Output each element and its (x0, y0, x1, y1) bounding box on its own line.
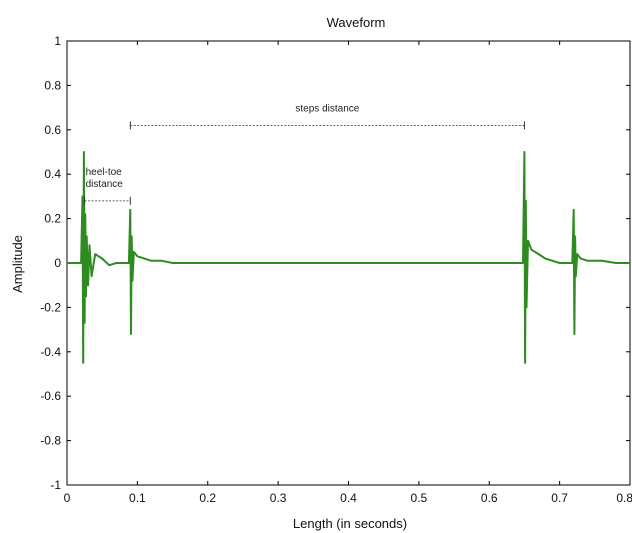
x-tick-label: 0 (64, 491, 71, 505)
x-axis-label: Length (in seconds) (293, 516, 407, 531)
waveform-line (67, 151, 630, 364)
y-tick-label: 1 (54, 34, 61, 48)
plot-area: 10.80.60.40.20-0.2-0.4-0.6-0.8-10 0.1 0.2 0… (40, 34, 632, 505)
x-tick-label: 0.3 (270, 491, 287, 505)
y-tick-label: 0.4 (44, 167, 61, 181)
y-tick-label: -1 (50, 478, 61, 492)
annotation-label: steps distance (295, 103, 359, 114)
y-tick-label: -0.8 (40, 434, 61, 448)
x-tick-label: 0.7 (551, 491, 568, 505)
x-tick-label: 0.8 (616, 491, 632, 505)
y-tick-label: -0.6 (40, 389, 61, 403)
x-tick-label: 0.5 (411, 491, 428, 505)
y-tick-label: 0.6 (44, 123, 61, 137)
x-tick-label: 0.1 (129, 491, 146, 505)
x-tick-label: 0.6 (481, 491, 498, 505)
annotation-label: heel-toe (86, 167, 123, 178)
x-tick-label: 0.2 (199, 491, 216, 505)
x-tick-label: 0.4 (340, 491, 357, 505)
y-tick-label: -0.4 (40, 345, 61, 359)
y-tick-label: 0.8 (44, 78, 61, 92)
y-axis-label: Amplitude (10, 235, 25, 293)
annotation-label: distance (86, 179, 124, 190)
chart-title: Waveform (327, 15, 386, 30)
y-tick-label: -0.2 (40, 300, 61, 314)
y-tick-label: 0 (54, 256, 61, 270)
y-tick-label: 0.2 (44, 212, 61, 226)
